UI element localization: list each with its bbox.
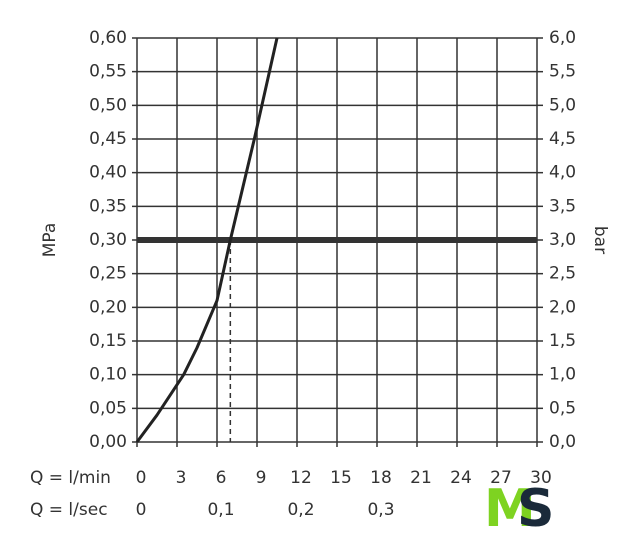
y-tick-label: 0,20 [89, 297, 127, 317]
y2-tick-label: 1,5 [549, 331, 576, 351]
x-axis-label: Q = l/min [30, 468, 111, 488]
y2-tick-label: 1,0 [549, 365, 576, 385]
y-axis-label: MPa [40, 223, 60, 258]
y2-tick-label: 3,5 [549, 196, 576, 216]
x-tick-label: 27 [490, 468, 512, 488]
x2-tick-label: 0 [136, 500, 147, 520]
y2-tick-label: 5,5 [549, 62, 576, 82]
x-tick-label: 0 [136, 468, 147, 488]
y2-tick-label: 5,0 [549, 95, 576, 115]
y2-tick-label: 3,0 [549, 230, 576, 250]
x-tick-label: 12 [290, 468, 312, 488]
y-tick-label: 0,45 [89, 129, 127, 149]
x-tick-label: 3 [176, 468, 187, 488]
x2-tick-label: 0,3 [367, 500, 394, 520]
x2-axis-label: Q = l/sec [30, 500, 108, 520]
curve [135, 37, 279, 443]
y2-tick-label: 2,0 [549, 297, 576, 317]
logo-m: M [484, 479, 531, 539]
x-tick-label: 9 [256, 468, 267, 488]
y2-tick-label: 0,0 [549, 432, 576, 452]
y2-tick-label: 6,0 [549, 28, 576, 48]
y-tick-label: 0,00 [89, 432, 127, 452]
y-tick-label: 0,50 [89, 95, 127, 115]
y-tick-label: 0,60 [89, 28, 127, 48]
y-tick-label: 0,15 [89, 331, 127, 351]
y2-axis-label: bar [590, 226, 610, 254]
x-tick-label: 30 [530, 468, 552, 488]
x-tick-label: 15 [330, 468, 352, 488]
logo-s: S [517, 479, 554, 539]
y-tick-label: 0,40 [89, 163, 127, 183]
x-tick-label: 18 [370, 468, 392, 488]
y-tick-label: 0,35 [89, 196, 127, 216]
y-tick-label: 0,25 [89, 264, 127, 284]
x2-tick-label: 0,1 [207, 500, 234, 520]
x2-tick-label: 0,2 [287, 500, 314, 520]
y-tick-label: 0,05 [89, 398, 127, 418]
x-tick-label: 21 [410, 468, 432, 488]
y-tick-label: 0,10 [89, 365, 127, 385]
y2-tick-label: 2,5 [549, 264, 576, 284]
x-tick-label: 24 [450, 468, 472, 488]
y2-tick-label: 0,5 [549, 398, 576, 418]
y-tick-label: 0,55 [89, 62, 127, 82]
y-tick-label: 0,30 [89, 230, 127, 250]
y2-tick-label: 4,0 [549, 163, 576, 183]
x-tick-label: 6 [216, 468, 227, 488]
y2-tick-label: 4,5 [549, 129, 576, 149]
